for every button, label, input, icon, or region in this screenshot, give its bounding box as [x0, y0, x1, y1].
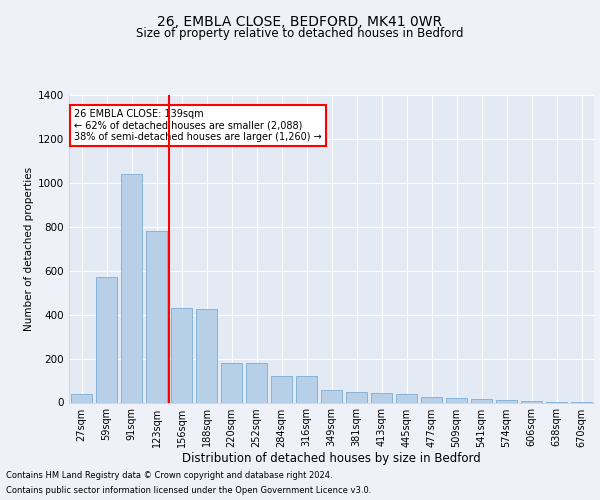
Bar: [146, 231, 167, 402]
Bar: [496, 400, 517, 402]
Bar: [71, 394, 92, 402]
Text: Size of property relative to detached houses in Bedford: Size of property relative to detached ho…: [136, 28, 464, 40]
Bar: [271, 376, 292, 402]
Bar: [321, 390, 342, 402]
Bar: [371, 394, 392, 402]
X-axis label: Distribution of detached houses by size in Bedford: Distribution of detached houses by size …: [182, 452, 481, 466]
Bar: [96, 278, 117, 402]
Y-axis label: Number of detached properties: Number of detached properties: [24, 166, 34, 331]
Bar: [221, 364, 242, 403]
Bar: [346, 392, 367, 402]
Bar: [196, 309, 217, 402]
Bar: [121, 174, 142, 402]
Bar: [246, 364, 267, 403]
Text: 26, EMBLA CLOSE, BEDFORD, MK41 0WR: 26, EMBLA CLOSE, BEDFORD, MK41 0WR: [157, 15, 443, 29]
Text: Contains public sector information licensed under the Open Government Licence v3: Contains public sector information licen…: [6, 486, 371, 495]
Text: Contains HM Land Registry data © Crown copyright and database right 2024.: Contains HM Land Registry data © Crown c…: [6, 471, 332, 480]
Text: 26 EMBLA CLOSE: 139sqm
← 62% of detached houses are smaller (2,088)
38% of semi-: 26 EMBLA CLOSE: 139sqm ← 62% of detached…: [74, 109, 322, 142]
Bar: [446, 398, 467, 402]
Bar: [171, 308, 192, 402]
Bar: [396, 394, 417, 402]
Bar: [421, 397, 442, 402]
Bar: [471, 399, 492, 402]
Bar: [296, 376, 317, 402]
